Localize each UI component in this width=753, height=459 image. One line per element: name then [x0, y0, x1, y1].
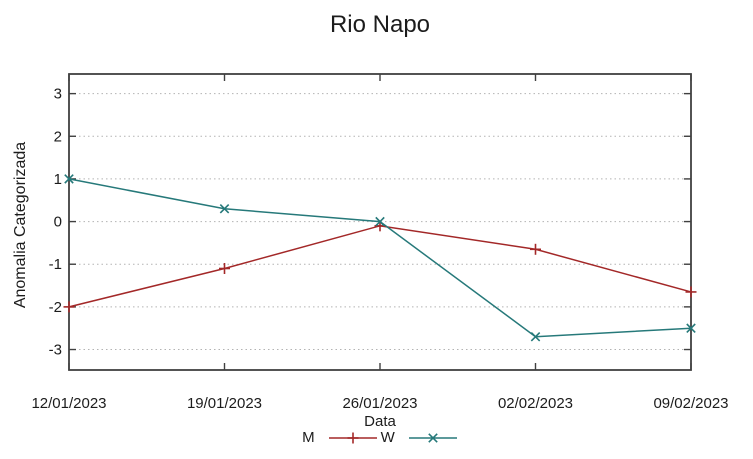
legend-item-M: M — [302, 429, 378, 446]
legend-item-W: W — [381, 429, 458, 446]
series-W-line — [68, 178, 692, 338]
series-M-plus-marker-icon — [685, 286, 697, 298]
plot-border — [68, 73, 692, 371]
y-tick-label: 2 — [54, 128, 62, 145]
y-tick-label: 0 — [54, 214, 62, 231]
x-axis-label: Data — [364, 413, 396, 430]
y-tick-label: 1 — [54, 171, 62, 188]
cross-marker-icon — [428, 432, 438, 443]
legend-label: M — [302, 429, 315, 446]
x-tick-label: 02/02/2023 — [498, 395, 573, 412]
series-M-plus-marker-icon — [219, 262, 230, 274]
series-W-cross-marker-icon — [686, 323, 696, 333]
y-tick-label: -1 — [49, 256, 62, 273]
series-M-plus-marker-icon — [63, 301, 75, 313]
x-tick-label: 12/01/2023 — [31, 395, 106, 412]
legend-line-sample-M — [328, 432, 377, 443]
y-tick-label: -2 — [49, 299, 62, 316]
plus-marker-icon — [347, 432, 359, 443]
y-tick-label: 3 — [54, 86, 62, 103]
legend-label: W — [380, 429, 395, 446]
series-M-plus-marker-icon — [530, 243, 541, 255]
x-tick-label: 19/01/2023 — [187, 395, 262, 412]
series-W-cross-marker-icon — [64, 174, 74, 184]
series-W-cross-marker-icon — [375, 216, 385, 227]
y-tick-label: -3 — [49, 342, 62, 359]
legend-line-sample-W — [408, 432, 457, 443]
series-M-line — [68, 225, 692, 308]
series-W-cross-marker-icon — [219, 204, 230, 214]
chart-title: Rio Napo — [329, 11, 431, 38]
series-W-cross-marker-icon — [530, 331, 541, 342]
x-tick-label: 09/02/2023 — [653, 395, 728, 412]
x-tick-label: 26/01/2023 — [342, 395, 417, 412]
